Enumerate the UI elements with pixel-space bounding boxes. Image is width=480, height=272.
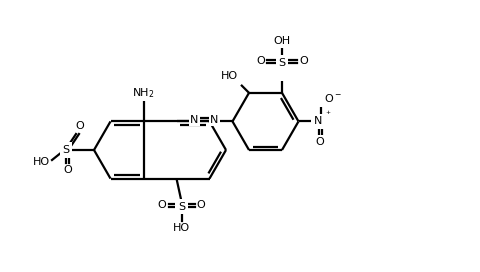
Text: O: O: [76, 121, 84, 131]
Text: $^+$: $^+$: [324, 109, 332, 118]
Text: O: O: [63, 165, 72, 175]
Text: S: S: [178, 202, 185, 212]
Text: O: O: [256, 56, 265, 66]
Text: O: O: [158, 200, 167, 210]
Text: N: N: [190, 115, 199, 125]
Text: OH: OH: [274, 36, 290, 46]
Text: O: O: [299, 56, 308, 66]
Text: NH$_2$: NH$_2$: [132, 86, 155, 100]
Text: O: O: [196, 200, 205, 210]
Text: HO: HO: [221, 71, 238, 81]
Text: HO: HO: [33, 157, 50, 167]
Text: O: O: [316, 137, 324, 147]
Text: HO: HO: [173, 222, 190, 233]
Text: N: N: [210, 115, 219, 125]
Text: S: S: [62, 145, 70, 155]
Text: S: S: [278, 58, 286, 68]
Text: O$^-$: O$^-$: [324, 92, 343, 104]
Text: N: N: [314, 116, 323, 126]
